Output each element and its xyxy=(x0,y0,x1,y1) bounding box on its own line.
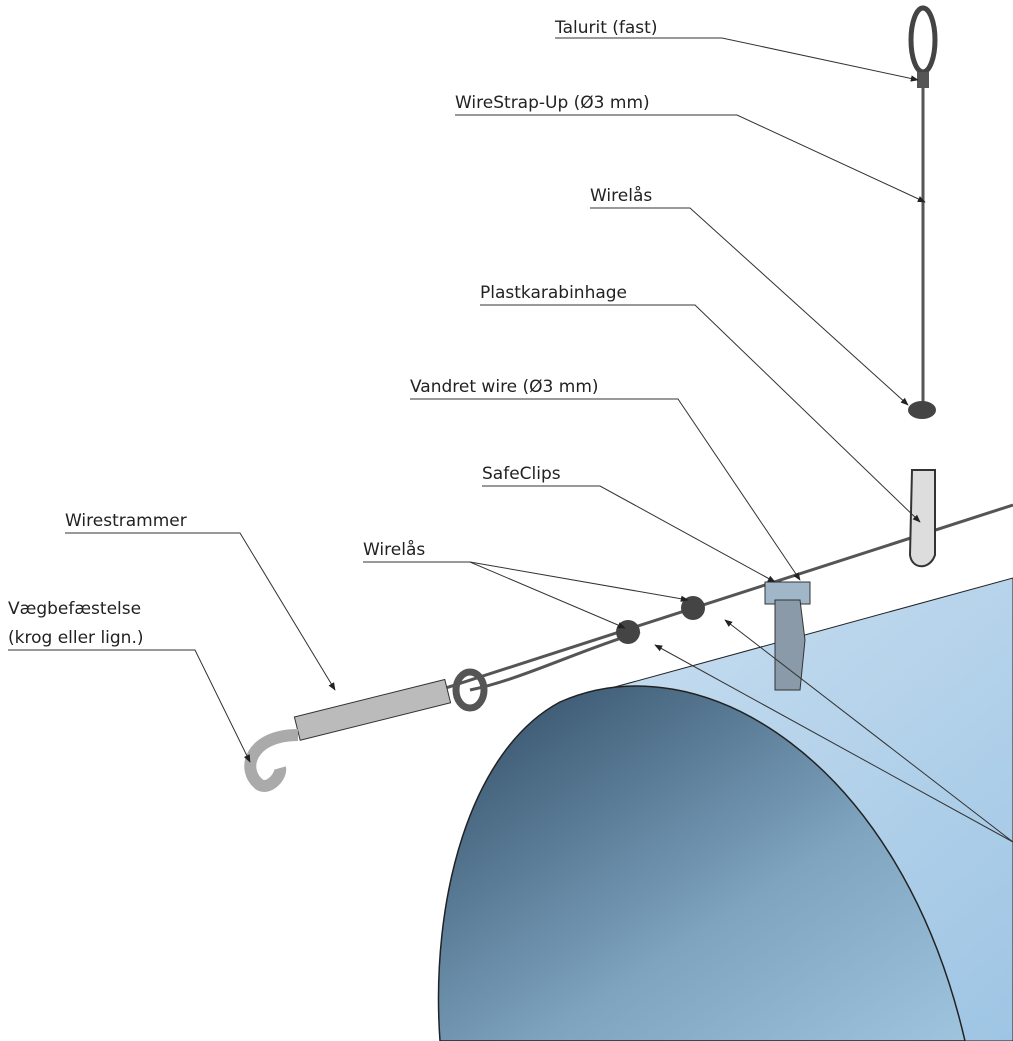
wire-lock xyxy=(616,620,640,644)
label: Wirelås xyxy=(590,185,652,206)
pipe-end xyxy=(437,685,966,1041)
leader xyxy=(654,644,1013,843)
carabiner xyxy=(908,469,936,568)
leader xyxy=(455,114,926,203)
label: (krog eller lign.) xyxy=(8,628,144,648)
turnbuckle xyxy=(293,678,452,741)
label: Plastkarabinhage xyxy=(480,283,627,303)
talurit-sleeve xyxy=(917,72,929,88)
leader xyxy=(410,398,801,581)
leader xyxy=(8,649,251,763)
wire-loop xyxy=(469,630,641,692)
wire-lock xyxy=(681,596,705,620)
leader xyxy=(555,37,919,82)
label: Vandret wire (Ø3 mm) xyxy=(410,377,599,397)
wire-lock xyxy=(908,401,936,419)
label: WireStrap-Up (Ø3 mm) xyxy=(455,93,650,113)
leader xyxy=(480,304,921,523)
leader xyxy=(482,485,776,583)
eye xyxy=(452,668,488,712)
label: SafeClips xyxy=(482,464,561,484)
leader xyxy=(590,207,909,406)
leader xyxy=(724,619,1013,843)
label: Vægbefæstelse xyxy=(8,599,141,619)
label: Talurit (fast) xyxy=(554,18,657,38)
safeclip-tab xyxy=(774,599,806,691)
talurit-loop xyxy=(908,5,938,75)
leader xyxy=(469,561,689,602)
label: Wirestrammer xyxy=(65,511,187,531)
leader xyxy=(65,532,336,691)
leader xyxy=(363,561,626,629)
hook xyxy=(244,729,299,792)
label: Wirelås xyxy=(363,539,425,560)
